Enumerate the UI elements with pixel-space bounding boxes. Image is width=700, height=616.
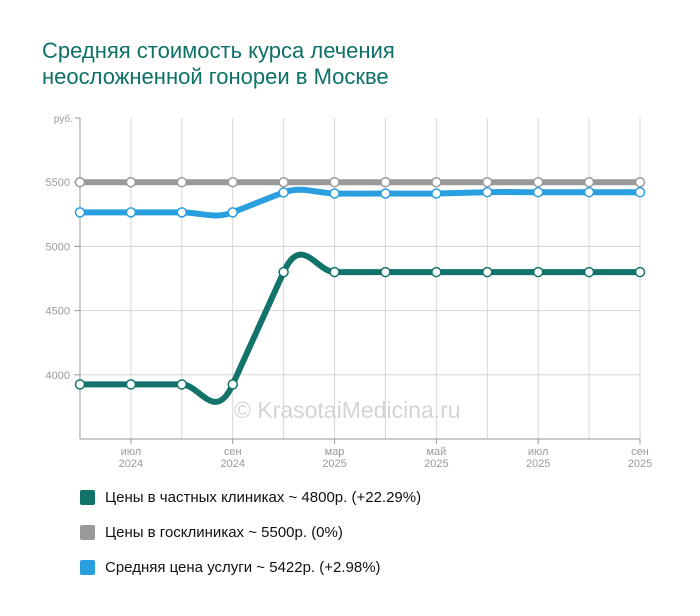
chart-title: Средняя стоимость курса лечения неосложн… bbox=[42, 38, 395, 90]
x-tick-label-month: сен bbox=[631, 446, 649, 458]
chart-title-line-1: Средняя стоимость курса лечения bbox=[42, 38, 395, 63]
series-lines bbox=[77, 179, 643, 405]
series-line-average bbox=[77, 186, 643, 219]
data-point-marker[interactable] bbox=[380, 188, 391, 199]
data-point-marker[interactable] bbox=[532, 176, 544, 188]
x-tick-label-year: 2024 bbox=[119, 458, 143, 470]
data-point-marker[interactable] bbox=[634, 176, 646, 188]
data-point-marker[interactable] bbox=[583, 186, 595, 198]
legend-swatch-private bbox=[80, 489, 95, 505]
data-point-marker[interactable] bbox=[482, 176, 493, 188]
watermark: © KrasotaiMedicina.ru bbox=[234, 397, 461, 423]
x-tick-label-month: сен bbox=[224, 446, 242, 458]
x-tick-label-year: 2025 bbox=[628, 458, 652, 470]
data-point-marker[interactable] bbox=[329, 188, 340, 199]
data-point-marker[interactable] bbox=[227, 176, 238, 188]
data-point-marker[interactable] bbox=[431, 176, 442, 188]
series-line-private bbox=[77, 251, 643, 405]
data-point-marker[interactable] bbox=[125, 176, 137, 188]
data-point-marker[interactable] bbox=[380, 176, 391, 188]
data-point-marker[interactable] bbox=[176, 207, 188, 218]
data-point-marker[interactable] bbox=[482, 186, 493, 198]
y-tick-label: 4500 bbox=[46, 306, 70, 318]
data-point-marker[interactable] bbox=[74, 379, 86, 390]
y-tick-label: 5000 bbox=[46, 241, 70, 253]
y-axis-unit-label: руб. bbox=[54, 113, 73, 125]
data-point-marker[interactable] bbox=[74, 207, 86, 218]
data-point-marker[interactable] bbox=[431, 188, 442, 199]
grid-lines bbox=[80, 118, 641, 439]
legend-label-public: Цены в госклиниках ~ 5500р. (0%) bbox=[105, 523, 343, 541]
legend-item-average[interactable]: Средняя цена услуги ~ 5422р. (+2.98%) bbox=[80, 558, 421, 576]
data-point-marker[interactable] bbox=[125, 379, 137, 390]
data-point-marker[interactable] bbox=[125, 207, 137, 218]
data-point-marker[interactable] bbox=[278, 266, 289, 278]
data-point-marker[interactable] bbox=[74, 176, 86, 188]
data-point-marker[interactable] bbox=[532, 266, 544, 278]
data-point-marker[interactable] bbox=[227, 207, 238, 218]
data-point-marker[interactable] bbox=[278, 176, 289, 188]
data-point-marker[interactable] bbox=[482, 266, 493, 278]
data-point-marker[interactable] bbox=[176, 176, 188, 188]
y-tick-label: 5500 bbox=[46, 177, 70, 189]
data-point-marker[interactable] bbox=[583, 266, 595, 278]
legend-swatch-public bbox=[80, 524, 95, 540]
data-point-marker[interactable] bbox=[532, 186, 544, 198]
data-point-marker[interactable] bbox=[176, 379, 188, 390]
data-point-marker[interactable] bbox=[583, 176, 595, 188]
legend-label-private: Цены в частных клиниках ~ 4800р. (+22.29… bbox=[105, 488, 422, 506]
data-point-marker[interactable] bbox=[278, 187, 289, 198]
x-tick-label-month: мар bbox=[325, 446, 345, 458]
x-tick-label-year: 2025 bbox=[322, 458, 346, 470]
y-tick-label: 4000 bbox=[46, 370, 70, 382]
legend-item-private[interactable]: Цены в частных клиниках ~ 4800р. (+22.29… bbox=[80, 488, 421, 506]
data-point-marker[interactable] bbox=[431, 266, 442, 278]
legend-label-average: Средняя цена услуги ~ 5422р. (+2.98%) bbox=[105, 558, 381, 576]
data-point-marker[interactable] bbox=[634, 186, 646, 198]
data-point-marker[interactable] bbox=[227, 379, 238, 390]
x-tick-label-year: 2025 bbox=[526, 458, 550, 470]
chart-title-line-2: неосложненной гонореи в Москве bbox=[42, 64, 389, 89]
data-point-marker[interactable] bbox=[329, 176, 340, 188]
x-tick-label-month: июл bbox=[121, 446, 142, 458]
line-chart: 4000450050005500руб.июл2024сен2024мар202… bbox=[46, 113, 653, 470]
data-point-marker[interactable] bbox=[380, 266, 391, 278]
data-points bbox=[74, 176, 646, 390]
x-tick-label-year: 2024 bbox=[220, 458, 244, 470]
data-point-marker[interactable] bbox=[329, 266, 340, 278]
x-tick-label-month: июл bbox=[528, 446, 549, 458]
legend: Цены в частных клиниках ~ 4800р. (+22.29… bbox=[80, 488, 421, 593]
legend-item-public[interactable]: Цены в госклиниках ~ 5500р. (0%) bbox=[80, 523, 421, 541]
x-tick-label-month: май bbox=[426, 446, 446, 458]
x-tick-label-year: 2025 bbox=[424, 458, 448, 470]
data-point-marker[interactable] bbox=[634, 266, 646, 278]
axes: 4000450050005500руб.июл2024сен2024мар202… bbox=[46, 113, 653, 470]
legend-swatch-average bbox=[80, 559, 95, 575]
